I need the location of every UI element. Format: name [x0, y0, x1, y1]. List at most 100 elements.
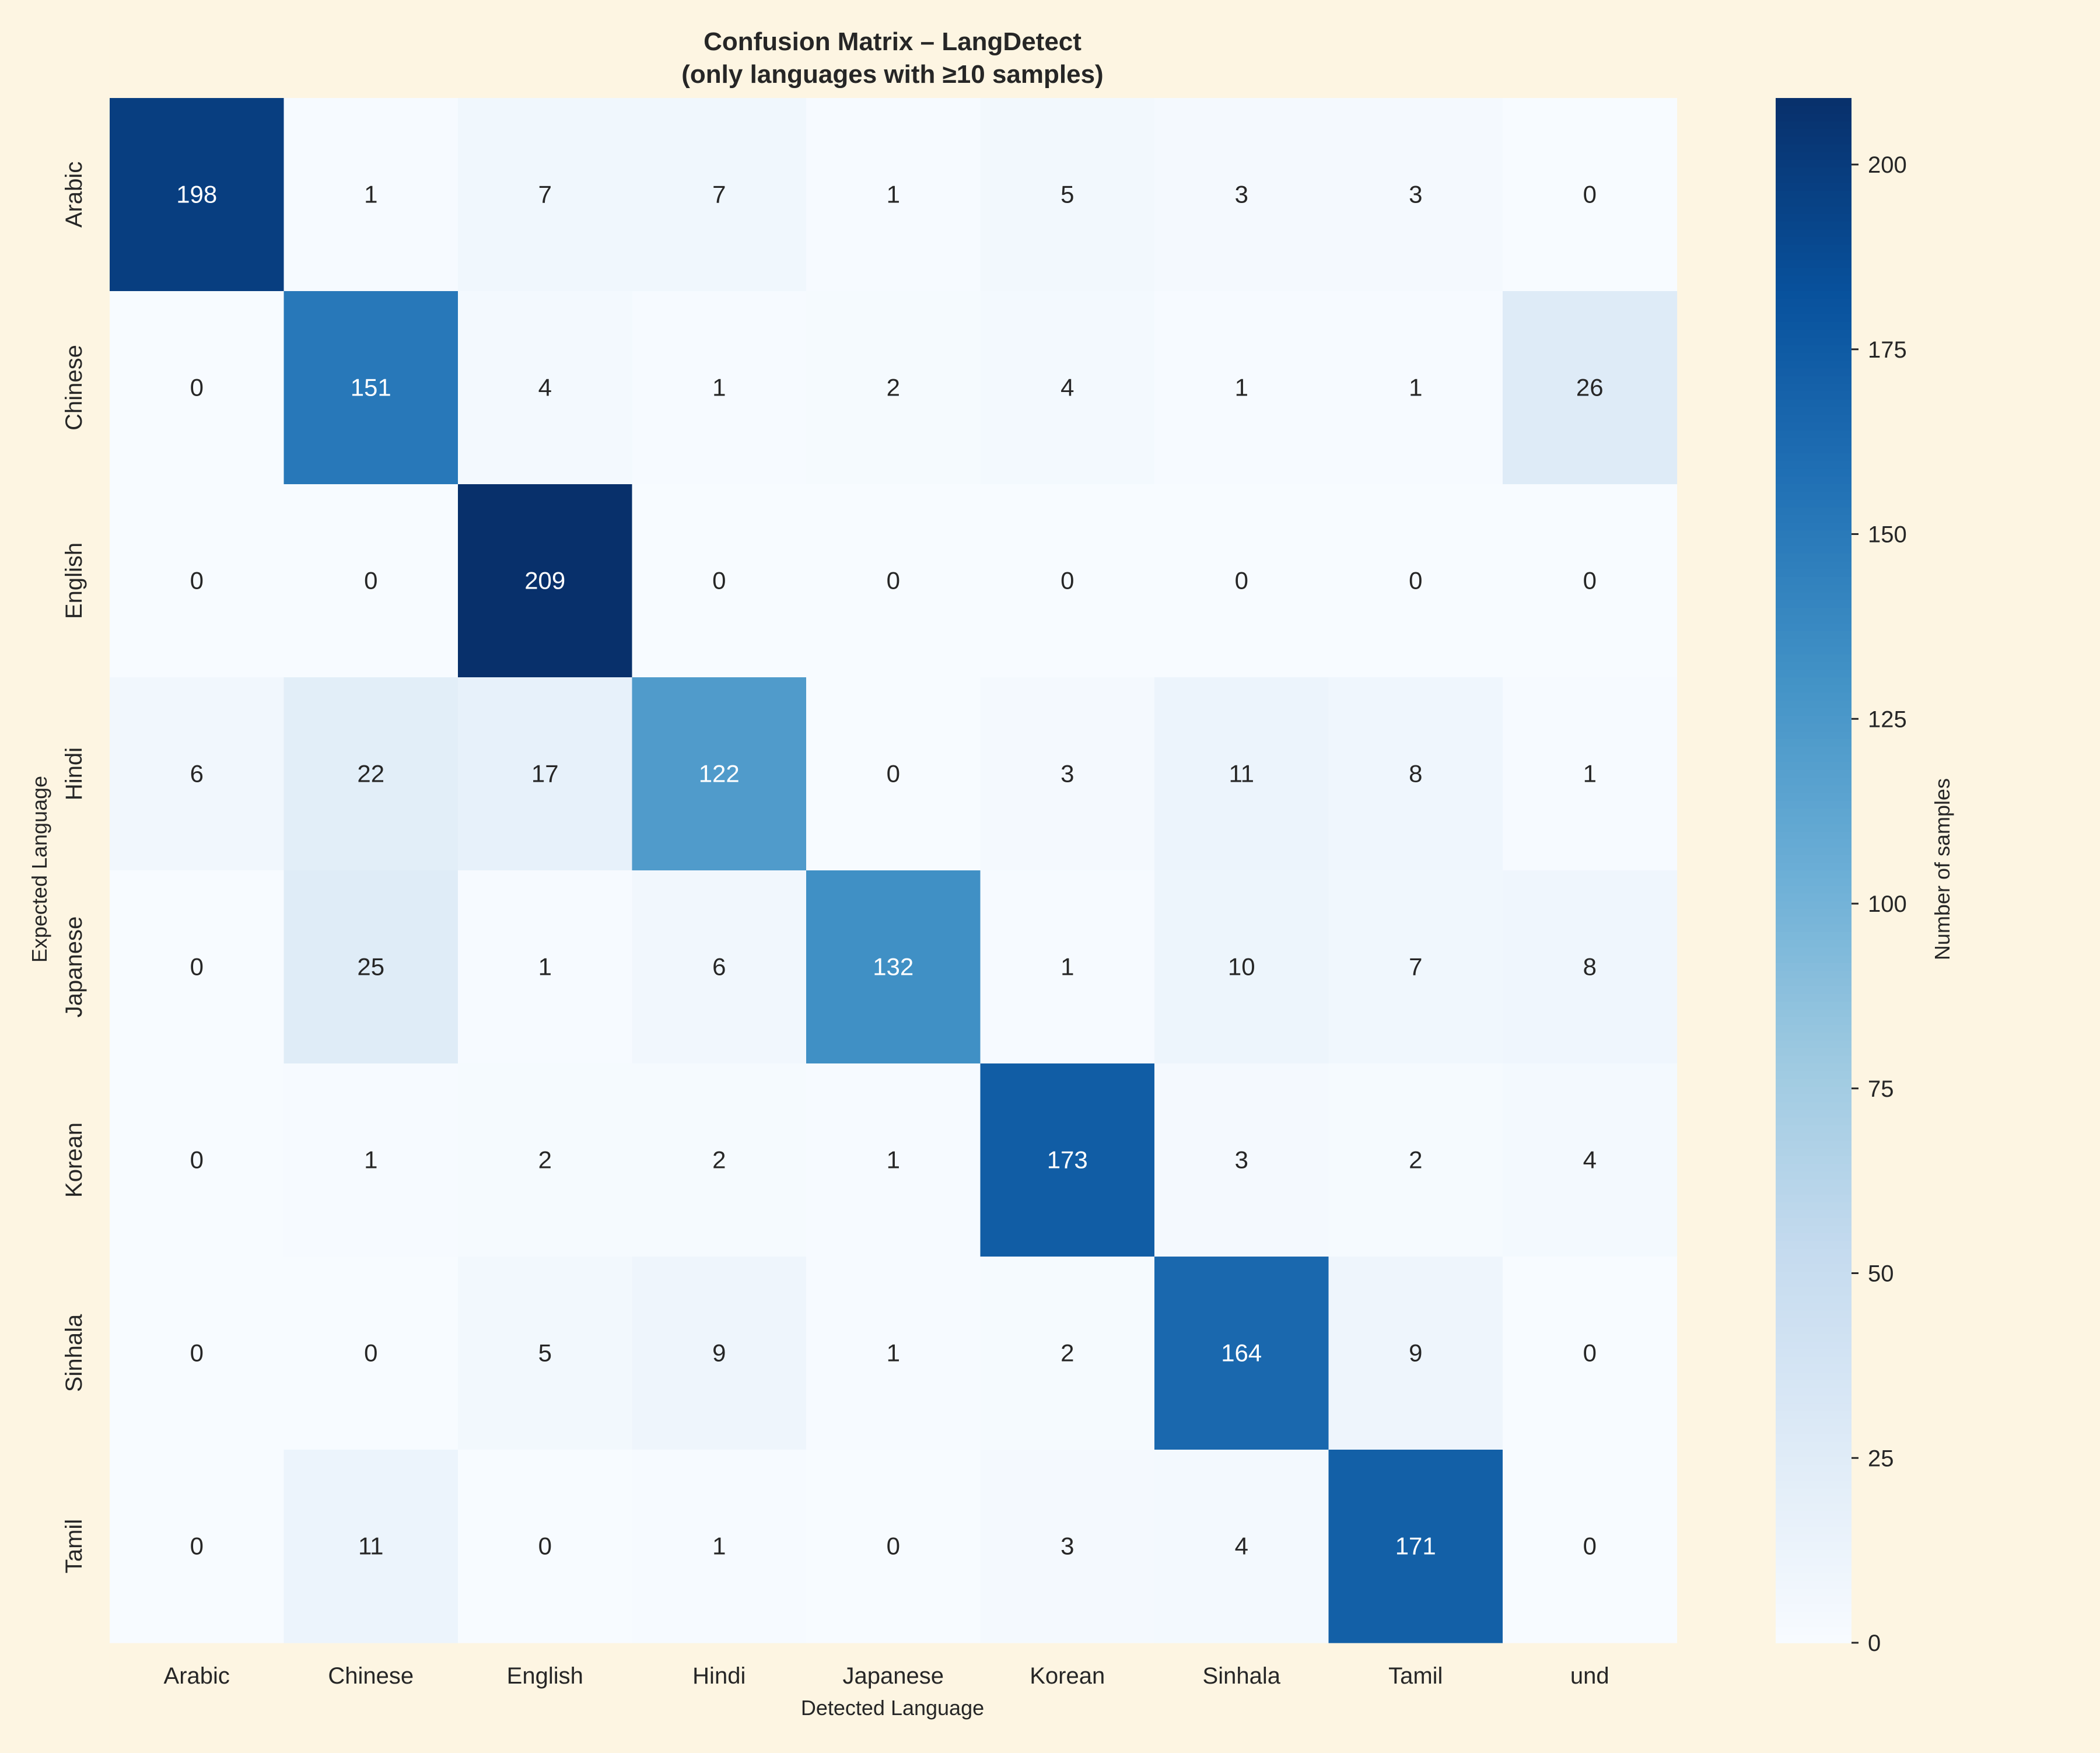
heatmap-cell-6-5 [980, 1257, 1155, 1450]
colorbar-segment-60 [1776, 561, 1852, 570]
heatmap-cell-label-4-1: 25 [357, 953, 384, 981]
colorbar-segment-109 [1776, 940, 1852, 949]
colorbar-segment-15 [1776, 214, 1852, 222]
colorbar-segment-42 [1776, 422, 1852, 431]
heatmap-cell-0-6 [1154, 98, 1329, 292]
heatmap-cell-label-3-2: 17 [531, 760, 559, 788]
colorbar-segment-128 [1776, 1086, 1852, 1095]
heatmap-cell-label-0-6: 3 [1235, 181, 1248, 208]
colorbar-segment-161 [1776, 1341, 1852, 1350]
colorbar-segment-3 [1776, 121, 1852, 130]
heatmap-cell-6-6 [1154, 1257, 1329, 1450]
colorbar-segment-107 [1776, 924, 1852, 933]
x-axis-tick-labels: Arabic Chinese English Hindi Japanese Korean S… [164, 1663, 1609, 1689]
colorbar-segment-165 [1776, 1372, 1852, 1381]
y-tick-label-7: Tamil [61, 1519, 87, 1573]
colorbar-segment-11 [1776, 183, 1852, 191]
heatmap-cell-3-6 [1154, 677, 1329, 871]
colorbar: 0 25 50 75 100 125 150 175 200 [1776, 98, 1907, 1656]
colorbar-segment-117 [1776, 1002, 1852, 1010]
colorbar-tick-label-7: 175 [1868, 337, 1907, 363]
heatmap-cell-label-0-3: 7 [712, 181, 726, 208]
colorbar-segment-129 [1776, 1094, 1852, 1103]
heatmap-cell-2-6 [1154, 484, 1329, 678]
colorbar-segment-30 [1776, 330, 1852, 338]
colorbar-segment-38 [1776, 391, 1852, 400]
heatmap-cell-label-7-4: 0 [887, 1532, 900, 1560]
heatmap-cell-label-6-2: 5 [538, 1339, 552, 1367]
heatmap-cell-7-3 [632, 1450, 807, 1643]
heatmap-cell-4-1 [284, 870, 459, 1064]
heatmap-cell-label-4-5: 1 [1060, 953, 1074, 981]
heatmap-cell-label-6-3: 9 [712, 1339, 726, 1367]
heatmap-cell-5-0 [110, 1063, 285, 1257]
colorbar-segment-1 [1776, 106, 1852, 114]
colorbar-segment-121 [1776, 1033, 1852, 1041]
heatmap-cell-0-2 [458, 98, 633, 292]
heatmap-cell-label-4-3: 6 [712, 953, 726, 981]
colorbar-segment-63 [1776, 585, 1852, 593]
colorbar-segment-159 [1776, 1326, 1852, 1335]
heatmap-cell-label-2-0: 0 [190, 567, 204, 594]
colorbar-segment-163 [1776, 1357, 1852, 1366]
colorbar-segment-6 [1776, 144, 1852, 153]
colorbar-segment-132 [1776, 1117, 1852, 1126]
colorbar-segment-65 [1776, 600, 1852, 608]
colorbar-segment-14 [1776, 206, 1852, 215]
colorbar-tick-label-3: 75 [1868, 1076, 1894, 1102]
colorbar-segment-95 [1776, 831, 1852, 840]
colorbar-segment-34 [1776, 361, 1852, 369]
colorbar-segment-81 [1776, 723, 1852, 732]
heatmap-cell-label-4-4: 132 [873, 953, 914, 981]
colorbar-segment-55 [1776, 523, 1852, 531]
colorbar-segment-86 [1776, 762, 1852, 771]
heatmap-cell-6-7 [1328, 1257, 1503, 1450]
colorbar-segment-136 [1776, 1148, 1852, 1157]
heatmap-cell-label-4-0: 0 [190, 953, 204, 981]
colorbar-segment-17 [1776, 229, 1852, 238]
colorbar-segment-105 [1776, 909, 1852, 918]
colorbar-segment-139 [1776, 1171, 1852, 1180]
y-axis-tick-labels: Arabic Chinese English Hindi Japanese Korean S… [61, 162, 87, 1573]
colorbar-segment-155 [1776, 1295, 1852, 1304]
heatmap-cell-0-3 [632, 98, 807, 292]
heatmap-cell-0-0 [110, 98, 285, 292]
colorbar-segment-20 [1776, 252, 1852, 261]
colorbar-segment-85 [1776, 754, 1852, 763]
colorbar-segment-19 [1776, 244, 1852, 253]
colorbar-segment-47 [1776, 461, 1852, 470]
y-tick-label-2: English [61, 543, 87, 619]
colorbar-segment-88 [1776, 778, 1852, 786]
colorbar-segment-41 [1776, 414, 1852, 423]
heatmap-cell-3-3 [632, 677, 807, 871]
colorbar-segment-92 [1776, 809, 1852, 817]
colorbar-segment-124 [1776, 1055, 1852, 1064]
colorbar-segment-70 [1776, 638, 1852, 647]
heatmap-cell-3-8 [1503, 677, 1678, 871]
colorbar-segment-16 [1776, 221, 1852, 230]
heatmap-cell-7-8 [1503, 1450, 1678, 1643]
colorbar-segment-5 [1776, 137, 1852, 145]
colorbar-segment-51 [1776, 492, 1852, 501]
colorbar-segment-74 [1776, 669, 1852, 678]
colorbar-segment-53 [1776, 507, 1852, 516]
heatmap-cell-label-6-1: 0 [364, 1339, 377, 1367]
colorbar-segment-103 [1776, 893, 1852, 902]
heatmap-cell-label-3-8: 1 [1583, 760, 1597, 788]
colorbar-segment-23 [1776, 275, 1852, 284]
heatmap-cell-label-3-4: 0 [887, 760, 900, 788]
colorbar-tick-label-8: 200 [1868, 152, 1907, 178]
colorbar-segment-179 [1776, 1480, 1852, 1489]
colorbar-segment-104 [1776, 901, 1852, 909]
heatmap-cell-4-4 [806, 870, 981, 1064]
y-tick-label-4: Japanese [61, 916, 87, 1017]
colorbar-segment-185 [1776, 1527, 1852, 1535]
y-tick-label-0: Arabic [61, 162, 87, 228]
colorbar-segment-89 [1776, 785, 1852, 794]
heatmap-cell-7-5 [980, 1450, 1155, 1643]
colorbar-segment-122 [1776, 1040, 1852, 1049]
colorbar-segment-125 [1776, 1063, 1852, 1072]
colorbar-segment-160 [1776, 1334, 1852, 1342]
chart-title: Confusion Matrix – LangDetect [704, 27, 1082, 56]
